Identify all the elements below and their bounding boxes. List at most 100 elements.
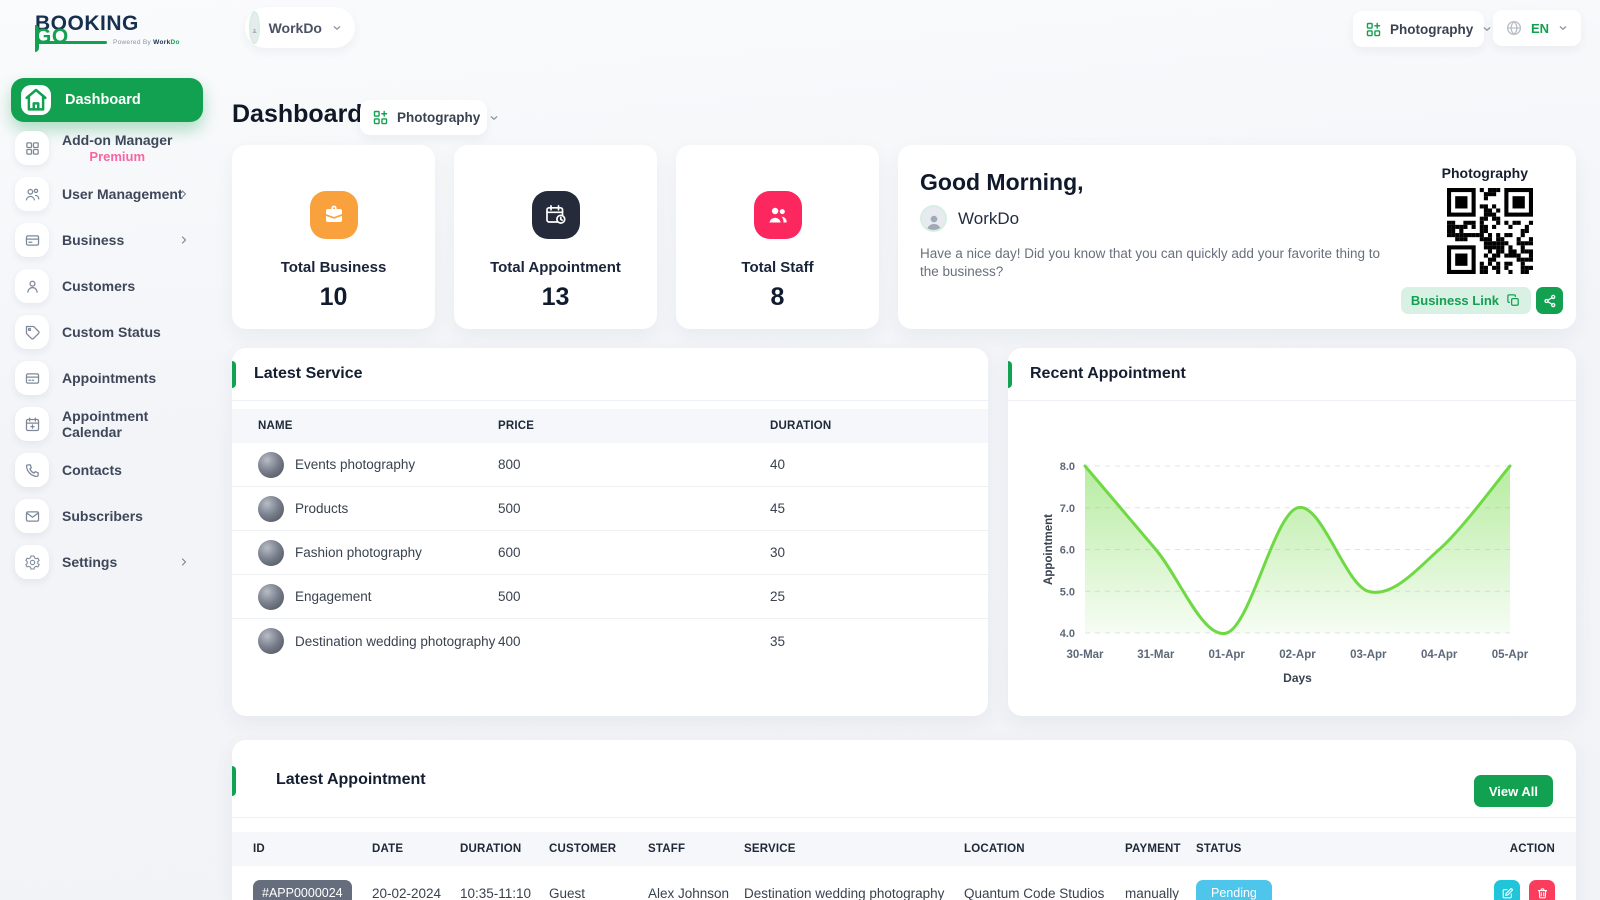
column-header-name: NAME [258,420,293,432]
svg-text:02-Apr: 02-Apr [1279,649,1316,661]
column-header-service: SERVICE [744,843,796,855]
column-header-action: ACTION [1509,843,1555,855]
app-logo: BOOKING GO Powered By WorkDo [35,12,185,52]
sidebar-item-label: Subscribers [62,508,143,524]
logo-rule [35,41,107,44]
sidebar-item-label: Settings [62,554,118,570]
service-table-body: Events photography 800 40 Products 500 45 Fash… [232,443,988,663]
svg-text:8.0: 8.0 [1060,461,1075,473]
sidebar-item-dashboard[interactable]: Dashboard [11,78,203,122]
page-business-label: Photography [397,110,481,125]
sidebar-item-subscribers[interactable]: Subscribers [0,493,210,539]
view-all-button[interactable]: View All [1473,775,1553,807]
sidebar-item-appointment-calendar[interactable]: Appointment Calendar [0,401,210,447]
service-price: 400 [498,633,521,649]
gear-icon [15,545,49,579]
sidebar-item-label: Customers [62,278,136,294]
column-header-date: DATE [372,843,404,855]
calendar-clock-icon [531,191,580,239]
column-header-staff: STAFF [648,843,686,855]
service-price: 600 [498,545,521,560]
svg-text:Appointment: Appointment [1043,514,1055,585]
service-avatar [258,583,284,610]
sidebar-item-label: Dashboard [65,92,141,108]
stat-value: 10 [319,283,348,311]
svg-text:04-Apr: 04-Apr [1421,649,1458,661]
sidebar-item-label: Appointments [62,370,157,386]
stat-card-total-appointment: Total Appointment 13 [454,145,657,329]
sidebar-item-label: Appointment Calendar [62,408,149,440]
service-name: Destination wedding photography [295,633,496,649]
stat-value: 8 [770,283,785,311]
staff-icon [753,191,802,239]
sidebar-item-custom-status[interactable]: Custom Status [0,309,210,355]
share-icon [1543,294,1555,307]
globe-icon [1505,19,1523,37]
qr-code [1447,188,1533,274]
column-header-duration: DURATION [460,843,522,855]
greeting-title: Good Morning, [920,169,1084,195]
stat-card-total-business: Total Business 10 [232,145,435,329]
appointment-customer: Guest [549,885,586,900]
language-code: EN [1530,20,1550,36]
appointments-icon [15,361,49,395]
appointment-table-header: ID DATE DURATION CUSTOMER STAFF SERVICE LOCATI… [232,832,1576,866]
sidebar-item-customers[interactable]: Customers [0,263,210,309]
appointment-date: 20-02-2024 [372,885,442,900]
business-selector-label: Photography [1390,21,1474,37]
appointment-table-body: #APP0000024 20-02-2024 10:35-11:10 Guest Ale… [232,866,1576,900]
service-price: 500 [498,589,521,604]
qr-business-label: Photography [1441,165,1528,181]
column-header-location: LOCATION [964,843,1025,855]
greeting-message: Have a nice day! Did you know that you c… [920,246,1381,279]
svg-text:5.0: 5.0 [1060,586,1075,598]
svg-text:03-Apr: 03-Apr [1350,649,1387,661]
latest-appointment-title: Latest Appointment [276,771,426,788]
page-business-dropdown[interactable]: Photography [360,100,498,135]
sidebar-item-business[interactable]: Business [0,217,210,263]
stat-label: Total Staff [741,259,814,276]
sidebar-item-appointments[interactable]: Appointments [0,355,210,401]
svg-text:01-Apr: 01-Apr [1208,649,1245,661]
language-selector[interactable]: EN [1493,10,1581,46]
sidebar-item-label: Add-on Manager [62,132,173,148]
business-link-copy-button[interactable]: Business Link [1400,287,1531,314]
workspace-name: WorkDo [268,19,322,36]
table-row: Engagement 500 25 [232,575,988,619]
sidebar-item-contacts[interactable]: Contacts [0,447,210,493]
stat-label: Total Appointment [490,259,621,276]
appointment-staff: Alex Johnson [648,885,730,900]
share-button[interactable] [1536,287,1563,314]
sidebar-item-user-management[interactable]: User Management [0,171,210,217]
workspace-dropdown[interactable]: WorkDo [245,7,355,48]
grid-plus-icon [372,109,389,126]
tag-icon [15,315,49,349]
stat-label: Total Business [280,259,387,276]
business-selector-dropdown[interactable]: Photography [1353,11,1491,47]
phone-icon [15,453,49,487]
table-row: Events photography 800 40 [232,443,988,487]
user-avatar [920,205,947,232]
sidebar-item-add-on-manager[interactable]: Add-on Manager Premium [0,125,210,171]
svg-text:7.0: 7.0 [1060,503,1075,515]
delete-button[interactable] [1529,880,1555,900]
service-duration: 35 [770,633,786,649]
copy-icon [1507,294,1519,306]
edit-button[interactable] [1494,880,1520,900]
sidebar-item-label: User Management [62,186,183,202]
latest-appointment-card: Latest Appointment View All ID DATE DURATI… [232,740,1576,900]
recent-appointment-chart: 4.0 5.0 6.0 7.0 8.0 30-Mar 31-Mar 01-Apr 02-Apr 0… [1043,461,1529,685]
service-name: Events photography [295,457,416,472]
addon-grid-icon [15,131,49,165]
column-header-id: ID [253,843,265,855]
briefcase-icon [309,191,358,239]
greeting-username: WorkDo [958,208,1020,228]
sidebar-item-settings[interactable]: Settings [0,539,210,585]
service-price: 800 [498,457,521,472]
service-avatar [258,451,284,478]
user-avatar [249,11,260,44]
customer-icon [15,269,49,303]
svg-text:30-Mar: 30-Mar [1066,649,1104,661]
service-name: Fashion photography [295,545,422,560]
service-price: 500 [498,501,521,516]
